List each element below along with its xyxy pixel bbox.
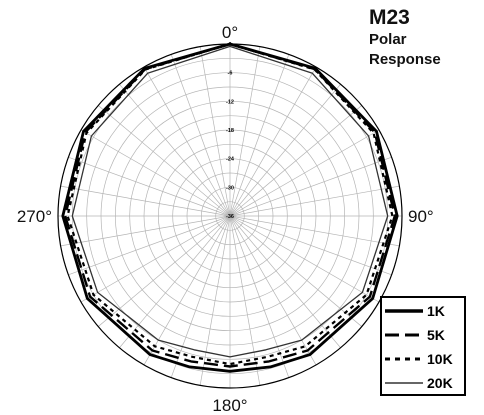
title-line-response: Response (369, 51, 441, 68)
grid-spoke (68, 156, 231, 217)
grid-spoke (229, 84, 341, 217)
grid-spoke (170, 215, 231, 378)
legend-entry-10k: 10K (382, 348, 464, 370)
grid-spoke (229, 46, 261, 217)
radial-tick-label: -30 (226, 185, 234, 191)
angle-label: 90° (408, 207, 434, 226)
grid-spoke (199, 46, 231, 217)
grid-spoke (170, 54, 231, 217)
radial-tick-label: -6 (228, 71, 233, 77)
legend-swatch-20k (385, 382, 423, 384)
radial-tick-label: -36 (226, 214, 234, 220)
grid-spoke (229, 105, 362, 217)
grid-spoke (68, 215, 231, 276)
title-line-polar: Polar (369, 31, 407, 48)
grid-spoke (229, 215, 400, 247)
legend-label-20k: 20K (427, 375, 453, 391)
chart-title-block: M23 Polar Response (369, 6, 441, 70)
legend-entry-5k: 5K (382, 324, 464, 346)
series-line-20k (71, 45, 389, 358)
series-line-1k (61, 42, 399, 373)
grid-spoke (229, 215, 392, 276)
grid-spoke (98, 215, 231, 327)
grid-spoke (229, 129, 380, 217)
grid-spoke (229, 66, 317, 217)
grid-spoke (229, 54, 290, 217)
model-title: M23 (369, 6, 410, 29)
angle-label: 270° (17, 207, 52, 226)
angle-label: 180° (212, 396, 247, 415)
grid-spoke (229, 215, 290, 378)
grid-spoke (80, 215, 231, 303)
radial-tick-label: -18 (226, 128, 234, 134)
grid-spoke (60, 215, 231, 247)
legend-label-10k: 10K (427, 351, 453, 367)
grid-spoke (98, 105, 231, 217)
grid-spoke (229, 215, 261, 386)
grid-spoke (229, 215, 362, 327)
legend: 1K 5K 10K 20K (380, 296, 466, 396)
legend-swatch-1k (385, 309, 423, 313)
legend-entry-1k: 1K (382, 300, 464, 322)
grid-spoke (229, 215, 341, 348)
legend-label-1k: 1K (427, 303, 445, 319)
grid-spoke (199, 215, 231, 386)
legend-entry-20k: 20K (382, 372, 464, 394)
grid-spoke (119, 84, 231, 217)
grid-spoke (143, 66, 231, 217)
grid-spoke (80, 129, 231, 217)
grid-spoke (60, 185, 231, 217)
series-line-5k (64, 42, 396, 368)
legend-label-5k: 5K (427, 327, 445, 343)
grid-spoke (119, 215, 231, 348)
radial-tick-label: -12 (226, 99, 234, 105)
series-line-10k (66, 42, 394, 366)
radial-tick-label: -24 (226, 157, 235, 163)
grid-spoke (229, 215, 380, 303)
angle-label: 0° (222, 23, 238, 42)
grid-spoke (229, 156, 392, 217)
legend-swatch-5k (385, 333, 423, 337)
legend-swatch-10k (385, 357, 423, 361)
grid-spoke (229, 185, 400, 217)
